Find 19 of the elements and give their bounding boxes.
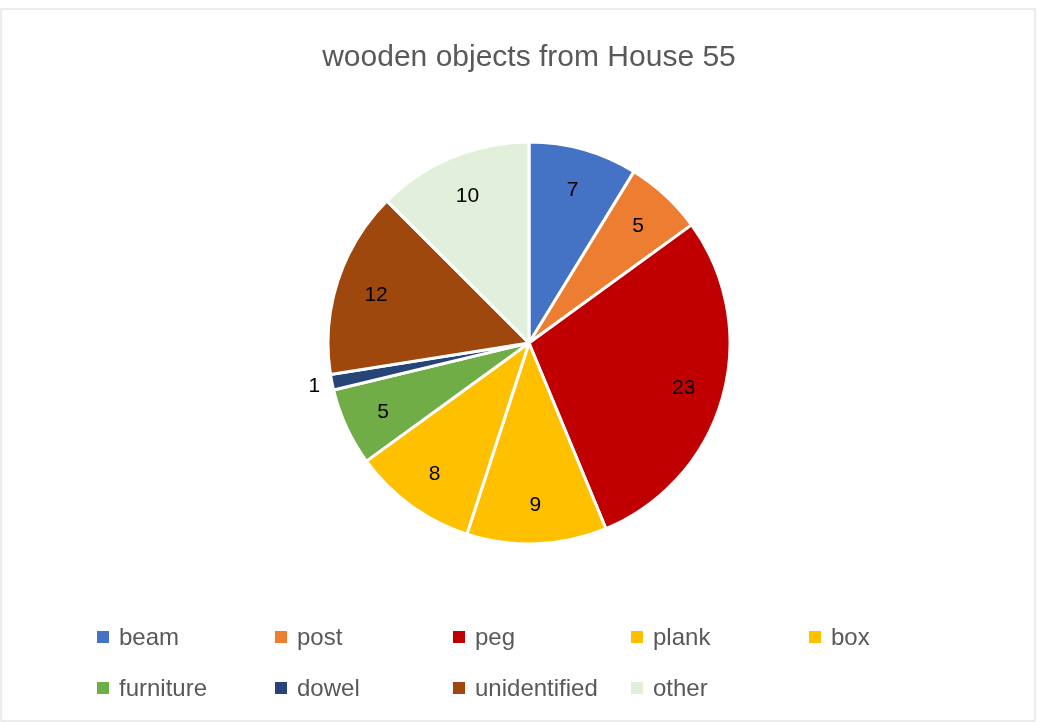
data-label: 9 xyxy=(529,492,542,516)
data-label: 10 xyxy=(455,182,480,206)
legend-label: box xyxy=(831,623,870,651)
chart-title: wooden objects from House 55 xyxy=(321,39,736,72)
data-label: 8 xyxy=(428,461,441,485)
legend-label: furniture xyxy=(119,674,208,702)
data-label: 23 xyxy=(672,375,696,398)
data-label: 7 xyxy=(566,176,579,200)
legend-label: other xyxy=(653,674,708,702)
legend-label: beam xyxy=(119,623,180,651)
legend-label: plank xyxy=(653,623,712,651)
data-label: 5 xyxy=(377,398,389,422)
data-label: 5 xyxy=(632,213,644,237)
data-label: 12 xyxy=(364,281,388,305)
legend-label: dowel xyxy=(297,674,360,702)
data-label: 1 xyxy=(308,372,321,396)
legend-label: unidentified xyxy=(475,674,598,702)
legend-label: peg xyxy=(475,623,516,651)
legend-label: post xyxy=(297,623,343,651)
